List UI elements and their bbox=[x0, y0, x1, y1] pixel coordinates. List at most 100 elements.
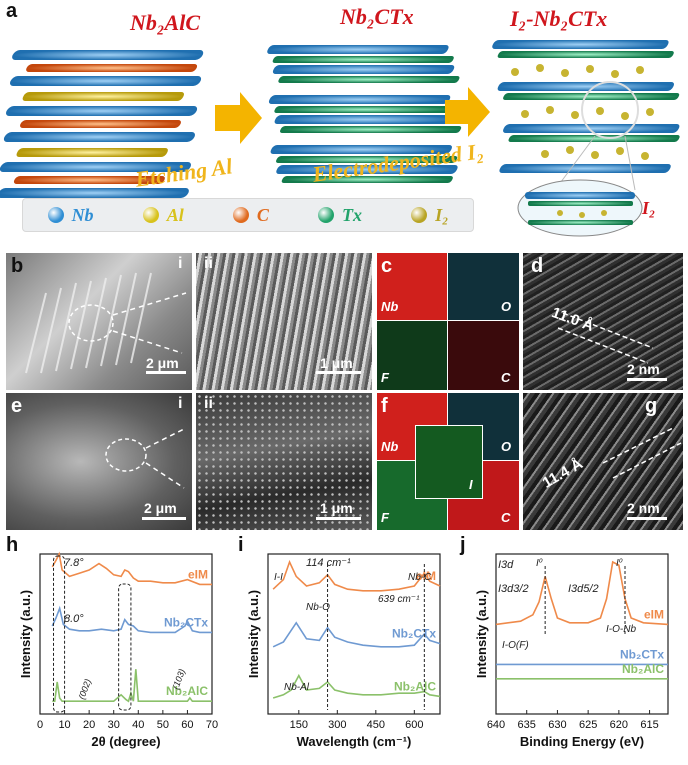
y-axis-label: Intensity (a.u.) bbox=[18, 590, 33, 678]
nb2ctx-structure bbox=[267, 45, 462, 183]
sem-image-e-i: e i 2 μm bbox=[6, 393, 192, 530]
x-tick-label: 450 bbox=[367, 719, 385, 731]
x-tick-label: 40 bbox=[132, 719, 144, 731]
x-tick-label: 635 bbox=[518, 719, 536, 731]
panel-g-label: g bbox=[645, 395, 658, 417]
series-name-label: Nb₂AlC bbox=[394, 679, 436, 693]
atom-dot-icon bbox=[142, 207, 159, 223]
panel-b-label: b bbox=[11, 255, 24, 277]
series-line bbox=[495, 560, 669, 626]
x-tick-label: 50 bbox=[157, 719, 169, 731]
map-f-f: F bbox=[381, 510, 389, 525]
annotation: Nb-O bbox=[306, 602, 330, 613]
scale-label-g: 2 nm bbox=[627, 500, 660, 516]
nb2alc-structure bbox=[0, 50, 204, 198]
scale-label-b-i: 2 μm bbox=[146, 355, 179, 371]
x-tick-label: 615 bbox=[640, 719, 658, 731]
annotation: Nb-Al bbox=[284, 682, 310, 693]
panel-f-label: f bbox=[381, 395, 388, 417]
x-tick-label: 150 bbox=[290, 719, 308, 731]
panel-e-label: e bbox=[11, 395, 23, 417]
scale-label-d: 2 nm bbox=[627, 361, 660, 377]
x-tick-label: 630 bbox=[548, 719, 566, 731]
scale-bar-g bbox=[627, 517, 667, 520]
i2-nb2ctx-structure bbox=[492, 40, 680, 191]
series-name-label: Nb₂AlC bbox=[166, 684, 208, 698]
scale-bar-b-i bbox=[146, 371, 186, 374]
scale-bar-b-ii bbox=[316, 371, 361, 374]
nb2alc-title: Nb₂AlC bbox=[130, 10, 201, 35]
inset-i2-label: I₂ bbox=[642, 198, 656, 218]
series-name-label: Nb₂CTx bbox=[620, 647, 664, 661]
annotation: 7.8° bbox=[64, 557, 84, 569]
x-tick-label: 625 bbox=[579, 719, 597, 731]
scale-bar-e-i bbox=[142, 517, 186, 520]
annotation: Nb-C bbox=[408, 572, 432, 583]
x-tick-label: 60 bbox=[181, 719, 193, 731]
annotation: (002) bbox=[76, 678, 93, 701]
annotation: 639 cm⁻¹ bbox=[378, 594, 420, 605]
arrow-2-icon bbox=[445, 87, 490, 137]
sem-image-b-ii: ii 1 μm bbox=[196, 253, 372, 390]
map-c-c: C bbox=[501, 370, 511, 385]
scale-label-b-ii: 1 μm bbox=[320, 355, 353, 371]
panel-j-label: j bbox=[460, 534, 466, 556]
scale-label-e-ii: 1 μm bbox=[320, 500, 353, 516]
panel-h-label: h bbox=[6, 534, 19, 556]
atom-dot-icon bbox=[47, 207, 64, 223]
plot-frame bbox=[39, 553, 213, 715]
plot-frame bbox=[495, 553, 669, 715]
x-axis-label: Wavelength (cm⁻¹) bbox=[297, 734, 412, 749]
series-name-label: Nb₂CTx bbox=[392, 627, 436, 641]
series-line bbox=[272, 559, 441, 592]
highlight-box bbox=[53, 555, 66, 713]
atom-dot-icon bbox=[232, 207, 249, 223]
legend-item: Al bbox=[142, 205, 184, 226]
annotation: I3d bbox=[498, 559, 514, 571]
x-tick-label: 20 bbox=[83, 719, 95, 731]
panel-b-sub-i: i bbox=[178, 255, 183, 272]
annotation: I-O-Nb bbox=[606, 624, 636, 635]
raman-chart: 150 300 450 600 Wavelength (cm⁻¹) Intensity (… bbox=[246, 553, 441, 749]
zoom-circle-icon bbox=[581, 81, 639, 139]
annotation: 114 cm⁻¹ bbox=[306, 557, 351, 569]
legend-label: Nb bbox=[71, 204, 94, 225]
x-tick-label: 300 bbox=[328, 719, 346, 731]
x-axis-label: Binding Energy (eV) bbox=[520, 734, 644, 749]
arrow-1-icon bbox=[215, 92, 262, 144]
map-f-c: C bbox=[501, 510, 511, 525]
x-tick-label: 600 bbox=[405, 719, 423, 731]
panel-d-label: d bbox=[531, 255, 544, 277]
atom-dot-icon bbox=[411, 207, 428, 223]
annotation: I-I bbox=[274, 572, 283, 583]
series-name-label: eIM bbox=[644, 607, 664, 621]
legend-item: C bbox=[232, 204, 269, 226]
x-axis-label: 2θ (degree) bbox=[91, 734, 160, 749]
scale-bar-d bbox=[627, 378, 667, 381]
legend-label: I₂ bbox=[435, 204, 449, 225]
legend-label: Tx bbox=[341, 204, 362, 225]
map-c-f: F bbox=[381, 370, 389, 385]
xrd-chart: 0 10 20 30 40 50 60 70 2θ (degree) Intensity (a.u… bbox=[18, 551, 218, 749]
atom-legend: Nb Al C Tx I₂ bbox=[22, 198, 474, 232]
y-axis-label: Intensity (a.u.) bbox=[474, 590, 489, 678]
plot-frame bbox=[267, 553, 441, 715]
series-name-label: Nb₂AlC bbox=[622, 662, 664, 676]
nb2ctx-title: Nb₂CTx bbox=[340, 4, 414, 29]
map-c-nb: Nb bbox=[381, 299, 399, 314]
x-tick-label: 620 bbox=[610, 719, 628, 731]
eds-map-f: f Nb O F C I bbox=[377, 393, 519, 530]
legend-label: C bbox=[256, 204, 269, 225]
panel-e-sub-ii: ii bbox=[204, 395, 213, 412]
inset-lens bbox=[517, 179, 643, 237]
map-f-o: O bbox=[501, 439, 512, 454]
map-c-o: O bbox=[501, 299, 512, 314]
x-tick-label: 70 bbox=[206, 719, 218, 731]
sem-image-b-i: b i 2 μm bbox=[6, 253, 192, 390]
series-line bbox=[272, 621, 441, 648]
legend-item: Nb bbox=[47, 204, 94, 226]
x-tick-label: 30 bbox=[108, 719, 120, 731]
x-tick-label: 0 bbox=[37, 719, 43, 731]
annotation: I⁰ bbox=[616, 558, 623, 569]
series-name-label: eIM bbox=[416, 569, 436, 583]
